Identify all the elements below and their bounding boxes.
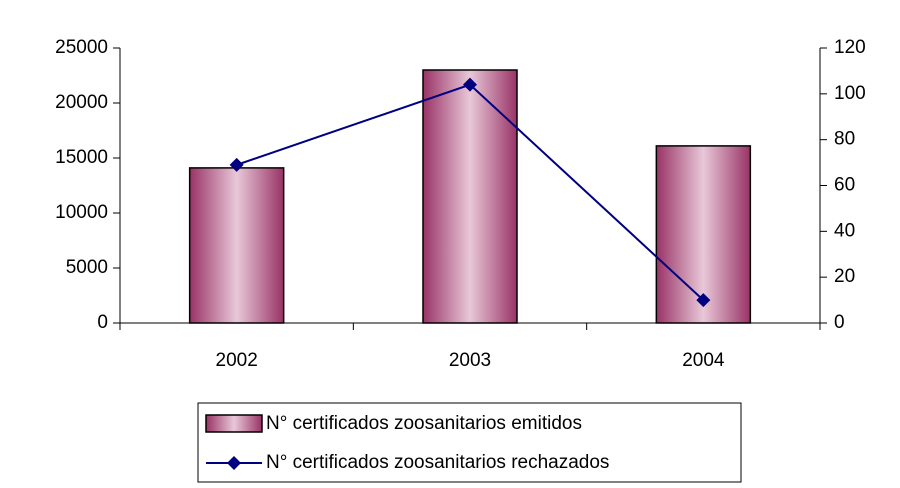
y2-tick-label: 120 [834,37,866,58]
x-tick-label: 2003 [449,350,491,371]
y2-tick-label: 60 [834,175,855,196]
legend-swatch [205,414,263,433]
y2-tick-label: 80 [834,129,855,150]
line-marker [463,77,477,92]
legend-marker [227,456,241,470]
bar [422,69,518,324]
y-tick-label: 0 [97,312,108,333]
line-marker [229,157,244,172]
line-marker [696,293,711,308]
y-tick-label: 10000 [55,202,108,223]
y2-tick-label: 40 [834,220,855,241]
y-tick-label: 5000 [66,257,108,278]
legend-box [197,402,742,483]
y2-tick-label: 100 [834,83,866,104]
y2-tick-label: 0 [834,312,845,333]
y2-tick-label: 20 [834,266,855,287]
y-tick-label: 25000 [55,37,108,58]
y-tick-label: 15000 [55,147,108,168]
x-tick-label: 2002 [216,350,258,371]
legend-label: N° certificados zoosanitarios emitidos [266,413,582,434]
legend-label: N° certificados zoosanitarios rechazados [266,452,609,473]
bar [188,167,285,324]
x-tick-label: 2004 [682,350,725,371]
y-tick-label: 20000 [55,92,108,113]
